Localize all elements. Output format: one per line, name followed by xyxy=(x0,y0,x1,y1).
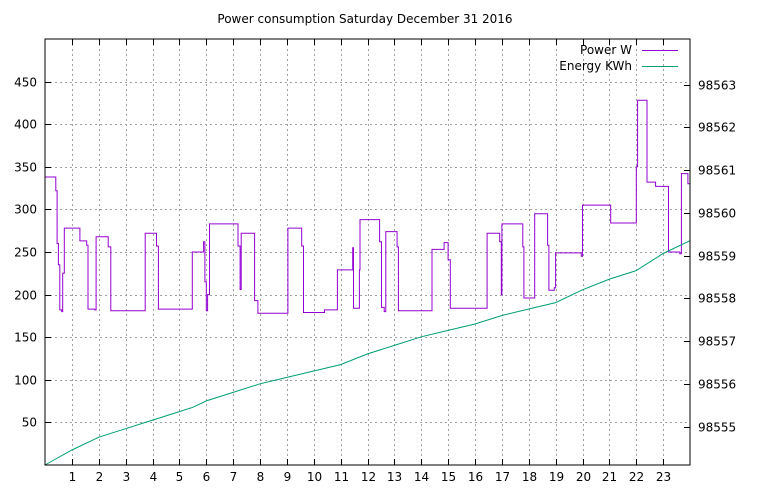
y-left-tick-label: 50 xyxy=(22,416,37,430)
x-tick-label: 9 xyxy=(284,470,292,484)
x-tick-label: 3 xyxy=(123,470,131,484)
legend: Power W Energy KWh xyxy=(559,43,678,73)
y-right-tick-label: 98560 xyxy=(698,207,736,221)
x-tick-label: 5 xyxy=(176,470,184,484)
y-right-tick-label: 98561 xyxy=(698,164,736,178)
x-tick-label: 17 xyxy=(495,470,510,484)
plot-frame xyxy=(44,38,691,466)
y-left-tick-label: 400 xyxy=(14,118,37,132)
x-tick-label: 21 xyxy=(602,470,617,484)
x-tick-label: 11 xyxy=(334,470,349,484)
x-tick-label: 22 xyxy=(629,470,644,484)
x-tick-label: 15 xyxy=(441,470,456,484)
x-tick-label: 18 xyxy=(522,470,537,484)
series-line-power-w xyxy=(45,99,691,314)
x-tick-label: 13 xyxy=(387,470,402,484)
x-tick-label: 23 xyxy=(656,470,671,484)
x-tick-label: 16 xyxy=(468,470,483,484)
x-tick-label: 20 xyxy=(576,470,591,484)
x-tick-label: 1 xyxy=(69,470,77,484)
x-tick-label: 6 xyxy=(203,470,211,484)
y-left-tick-label: 300 xyxy=(14,203,37,217)
y-left-tick-label: 100 xyxy=(14,374,37,388)
y-right-tick-label: 98556 xyxy=(698,378,736,392)
series-line-energy-kwh xyxy=(44,240,691,466)
y-right-tick-label: 98559 xyxy=(698,250,736,264)
x-tick-label: 14 xyxy=(414,470,429,484)
x-tick-label: 2 xyxy=(96,470,104,484)
y-left-tick-label: 250 xyxy=(14,246,37,260)
series-lines xyxy=(44,99,691,466)
y-right-tick-label: 98563 xyxy=(698,79,736,93)
y-right-tick-label: 98562 xyxy=(698,121,736,135)
axis-ticks: 1 2 3 4 5 6 7 8 9 10 11 12 13 14 15 16 17 18 19 20 21 22 23501… xyxy=(14,39,736,484)
x-tick-label: 4 xyxy=(150,470,158,484)
y-left-tick-label: 450 xyxy=(14,76,37,90)
chart-title: Power consumption Saturday December 31 2… xyxy=(217,12,512,26)
x-tick-label: 8 xyxy=(257,470,265,484)
grid xyxy=(45,39,690,465)
y-right-tick-label: 98555 xyxy=(698,421,736,435)
y-left-tick-label: 200 xyxy=(14,289,37,303)
x-tick-label: 7 xyxy=(230,470,238,484)
x-tick-label: 19 xyxy=(549,470,564,484)
legend-label: Power W xyxy=(580,43,632,57)
legend-label: Energy KWh xyxy=(559,59,632,73)
x-tick-label: 10 xyxy=(307,470,322,484)
y-right-tick-label: 98557 xyxy=(698,335,736,349)
x-tick-label: 12 xyxy=(361,470,376,484)
y-left-tick-label: 150 xyxy=(14,331,37,345)
y-right-tick-label: 98558 xyxy=(698,292,736,306)
y-left-tick-label: 350 xyxy=(14,161,37,175)
